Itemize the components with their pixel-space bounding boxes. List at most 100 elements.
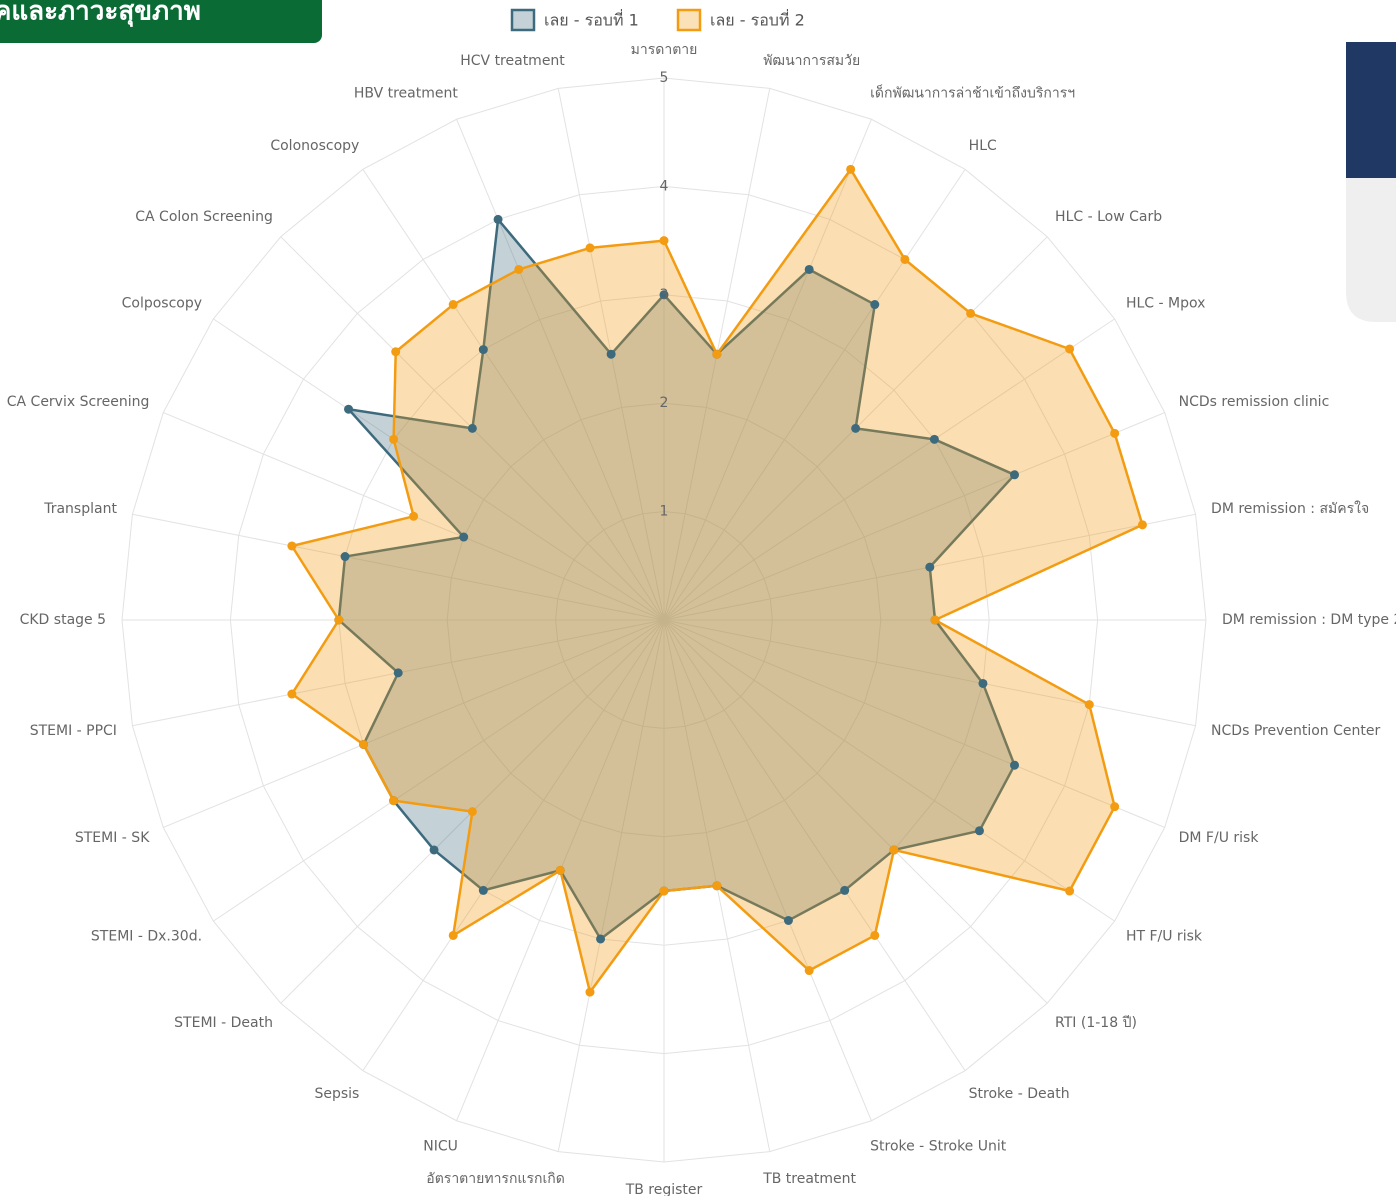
point — [1010, 760, 1020, 770]
point — [287, 689, 297, 699]
tick-label: 2 — [660, 395, 669, 411]
category-label: Sepsis — [314, 1086, 359, 1102]
category-label: HLC — [969, 138, 997, 154]
point — [389, 796, 399, 806]
point — [712, 349, 722, 359]
category-label: STEMI - SK — [75, 830, 150, 846]
tick-label: 1 — [660, 504, 669, 520]
category-label: พัฒนาการสมวัย — [763, 53, 860, 69]
point — [1010, 470, 1020, 480]
side-panel — [1346, 42, 1396, 178]
tick-label: 3 — [660, 287, 669, 303]
point — [712, 881, 722, 891]
point — [1084, 700, 1094, 710]
point — [925, 562, 935, 572]
spoke — [456, 119, 665, 621]
point — [1110, 802, 1120, 812]
spoke — [663, 619, 1048, 1004]
category-label: Colonoscopy — [270, 138, 359, 154]
point — [448, 930, 458, 940]
point — [1137, 520, 1147, 530]
legend-label: เลย - รอบที่ 2 — [710, 9, 805, 30]
category-label: HBV treatment — [354, 85, 458, 101]
title-box — [0, 0, 322, 43]
point — [870, 930, 880, 940]
category-label: STEMI - Dx.30d. — [91, 929, 202, 945]
spoke — [663, 318, 1115, 621]
point — [804, 966, 814, 976]
spoke — [557, 619, 665, 1152]
point — [966, 308, 976, 318]
category-label: NCDs Prevention Center — [1211, 723, 1380, 739]
point — [448, 300, 458, 310]
point — [585, 243, 595, 253]
category-label: เด็กพัฒนาการล่าช้าเข้าถึงบริการฯ — [870, 83, 1075, 101]
category-label: TB register — [625, 1182, 703, 1196]
point — [804, 264, 814, 274]
point — [478, 885, 488, 895]
spoke — [663, 169, 966, 621]
point — [930, 615, 940, 625]
point — [585, 987, 595, 997]
point — [606, 349, 616, 359]
side-panel-light — [1346, 178, 1396, 322]
point — [409, 511, 419, 521]
point — [429, 845, 439, 855]
point — [974, 826, 984, 836]
spoke — [132, 513, 665, 621]
category-label: RTI (1-18 ปี) — [1055, 1015, 1137, 1031]
spoke — [663, 619, 872, 1121]
category-label: CKD stage 5 — [20, 612, 106, 628]
point — [514, 264, 524, 274]
point — [287, 541, 297, 551]
category-label: STEMI - PPCI — [30, 723, 117, 739]
category-label: CA Colon Screening — [135, 209, 273, 225]
point — [467, 423, 477, 433]
spoke — [663, 619, 1115, 922]
category-label: TB treatment — [762, 1171, 856, 1187]
category-label: HLC - Mpox — [1126, 295, 1205, 311]
category-label: Colposcopy — [122, 295, 202, 311]
tick-label: 4 — [660, 178, 669, 194]
category-label: Transplant — [43, 501, 117, 517]
legend-swatch — [510, 8, 536, 32]
point — [555, 865, 565, 875]
spoke — [663, 619, 1165, 828]
spoke — [213, 619, 665, 922]
point — [393, 668, 403, 678]
point — [478, 345, 488, 355]
spoke — [163, 619, 665, 828]
point — [840, 885, 850, 895]
series-area — [290, 168, 1144, 994]
point — [659, 290, 669, 300]
point — [659, 236, 669, 246]
legend-swatch — [676, 8, 702, 32]
category-label: STEMI - Death — [174, 1015, 273, 1031]
spoke — [663, 619, 966, 1071]
point — [889, 845, 899, 855]
point — [1110, 428, 1120, 438]
point — [391, 347, 401, 357]
spoke — [663, 412, 1165, 621]
point — [359, 739, 369, 749]
spoke — [213, 318, 665, 621]
spoke — [663, 119, 872, 621]
point — [870, 300, 880, 310]
title: คและภาวะสุขภาพ — [0, 0, 201, 28]
legend-label: เลย - รอบที่ 1 — [544, 9, 639, 30]
point — [389, 434, 399, 444]
point — [334, 615, 344, 625]
category-label: Stroke - Stroke Unit — [870, 1139, 1007, 1155]
spoke — [362, 169, 665, 621]
category-label: DM F/U risk — [1179, 830, 1260, 846]
point — [929, 434, 939, 444]
point — [659, 886, 669, 896]
category-label: NCDs remission clinic — [1179, 394, 1330, 410]
point — [344, 404, 354, 414]
category-label: DM remission : DM type 2 — [1222, 612, 1396, 628]
point — [459, 532, 469, 542]
category-label: Stroke - Death — [969, 1086, 1070, 1102]
category-label: NICU — [423, 1139, 458, 1155]
